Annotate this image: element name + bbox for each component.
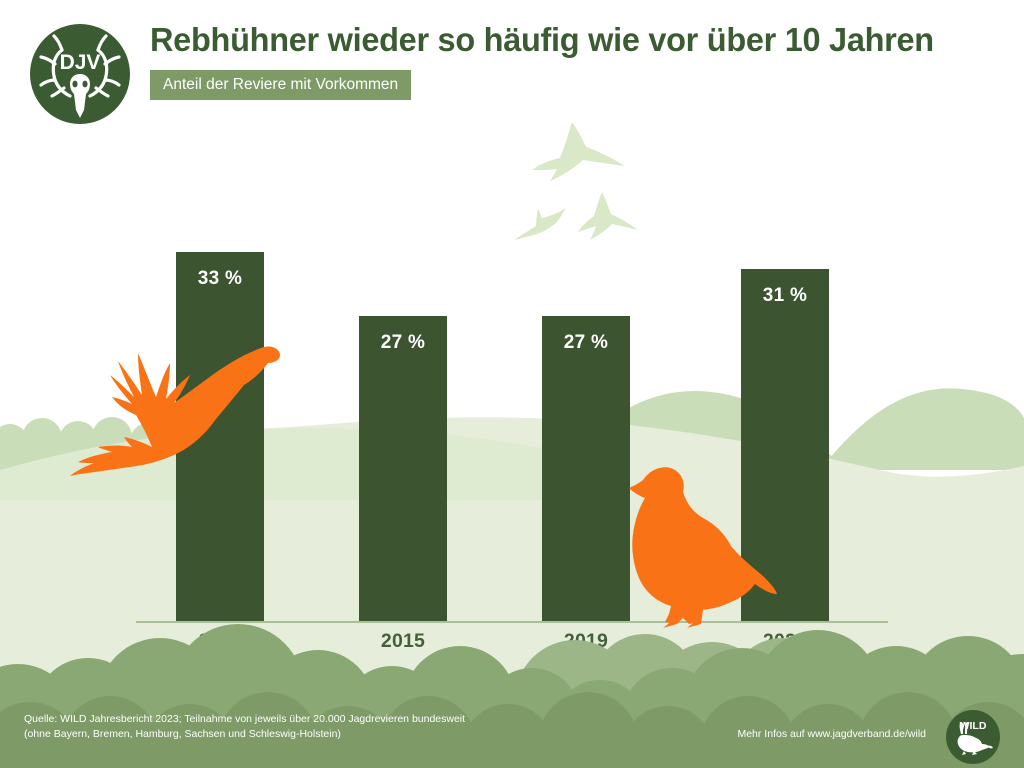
hill-mid-far-right (820, 388, 1024, 470)
bar-value-2015: 27 % (380, 332, 426, 353)
bar-2015[interactable]: 27 % (359, 316, 447, 621)
footer: Quelle: WILD Jahresbericht 2023; Teilnah… (0, 690, 1024, 768)
source-note-line1: Quelle: WILD Jahresbericht 2023; Teilnah… (24, 713, 466, 725)
x-axis-label-2023: 2023 (762, 630, 808, 652)
source-note: Quelle: WILD Jahresbericht 2023; Teilnah… (24, 712, 465, 741)
djv-logo-text: DJV (60, 51, 101, 74)
source-note-line2: (ohne Bayern, Bremen, Hamburg, Sachsen u… (24, 727, 341, 740)
skull-eye-left (72, 80, 78, 88)
x-axis-label-2011: 2011 (198, 630, 242, 652)
standing-partridge-icon (629, 467, 777, 628)
skull-eye-right (82, 80, 88, 88)
x-axis-label-2015: 2015 (380, 630, 426, 652)
wild-logo-text: WILD (960, 720, 987, 732)
wild-logo[interactable]: WILD (944, 708, 1002, 766)
djv-logo[interactable]: DJV (28, 22, 132, 126)
more-info-text[interactable]: Mehr Infos auf www.jagdverband.de/wild (737, 728, 926, 740)
x-axis-label-2019: 2019 (563, 630, 609, 652)
bar-value-2023: 31 % (762, 285, 808, 306)
deer-antlers-skull-icon (39, 34, 121, 98)
bar-value-2011: 33 % (197, 268, 243, 289)
page-title: Rebhühner wieder so häufig wie vor über … (150, 22, 934, 59)
bar-value-2019: 27 % (563, 332, 609, 353)
flying-partridge-icon (70, 346, 280, 476)
header: DJV Rebhühner wieder so häufig wie vor ü… (0, 0, 1024, 140)
flying-birds-icon (514, 122, 638, 240)
subtitle-badge: Anteil der Reviere mit Vorkommen (150, 70, 412, 100)
